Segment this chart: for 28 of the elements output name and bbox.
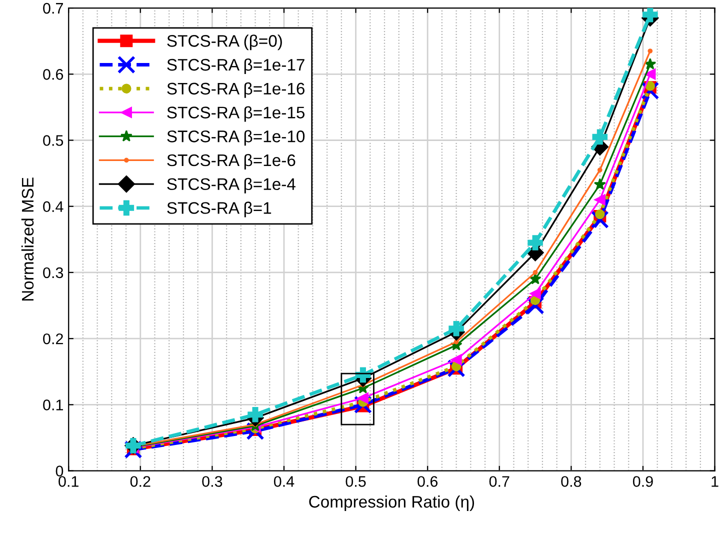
x-tick-label: 0.7 <box>489 476 510 487</box>
legend-label: STCS-RA β=1e-16 <box>167 82 304 98</box>
x-tick-label: 0.4 <box>274 476 294 487</box>
y-tick-label: 0 <box>56 466 64 476</box>
x-tick-label: 0.6 <box>418 476 438 487</box>
x-tick-label: 0.1 <box>58 476 78 487</box>
y-axis-title: Normalized MSE <box>21 178 34 301</box>
y-tick-label: 0.7 <box>43 2 63 14</box>
y-tick-label: 0.5 <box>43 135 64 146</box>
legend-label: STCS-RA β=1e-10 <box>167 130 305 146</box>
y-tick-label: 0.2 <box>43 333 63 344</box>
x-tick-label: 0.5 <box>346 476 366 487</box>
y-tick-label: 0.3 <box>43 267 64 278</box>
y-tick-label: 0.4 <box>43 201 64 212</box>
y-tick-label: 0.1 <box>43 400 63 410</box>
legend-label: STCS-RA β=1e-6 <box>167 154 296 170</box>
x-tick-label: 0.9 <box>632 476 653 487</box>
x-tick-label: 1 <box>712 476 718 487</box>
legend-label: STCS-RA β=1e-4 <box>167 178 296 194</box>
x-tick-label: 0.3 <box>202 476 222 487</box>
y-tick-label: 0.6 <box>43 69 64 80</box>
legend-label: STCS-RA (β=0) <box>167 34 282 50</box>
legend-label: STCS-RA β=1e-15 <box>167 106 305 122</box>
legend-label: STCS-RA β=1 <box>167 202 272 218</box>
x-axis-title: Compression Ratio (η) <box>309 495 474 511</box>
legend-label: STCS-RA β=1e-17 <box>167 58 304 74</box>
x-tick-label: 0.8 <box>561 476 582 487</box>
x-tick-label: 0.2 <box>130 476 150 487</box>
